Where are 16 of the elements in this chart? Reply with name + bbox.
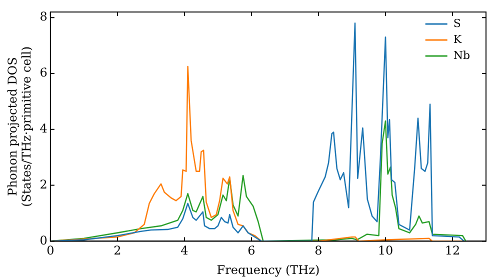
x-tick-label: 4 bbox=[180, 244, 189, 258]
y-tick-label: 8 bbox=[40, 10, 48, 24]
x-tick-label: 2 bbox=[114, 244, 122, 258]
y-tick-label: 0 bbox=[40, 233, 48, 248]
legend-label: Nb bbox=[453, 48, 470, 62]
y-tick-label: 4 bbox=[40, 122, 48, 136]
x-tick-label: 6 bbox=[248, 244, 256, 258]
legend-label: S bbox=[453, 16, 461, 30]
x-tick-label: 8 bbox=[314, 244, 322, 258]
legend-label: K bbox=[453, 32, 462, 46]
x-tick-label: 10 bbox=[378, 244, 394, 258]
y-tick-label: 6 bbox=[40, 66, 48, 80]
y-tick-label: 2 bbox=[40, 177, 48, 192]
x-tick-label: 12 bbox=[444, 244, 460, 258]
x-axis-title: Frequency (THz) bbox=[216, 262, 320, 277]
y-axis-title: Phonon projected DOS (States/THz·primitive cell) bbox=[5, 46, 34, 207]
